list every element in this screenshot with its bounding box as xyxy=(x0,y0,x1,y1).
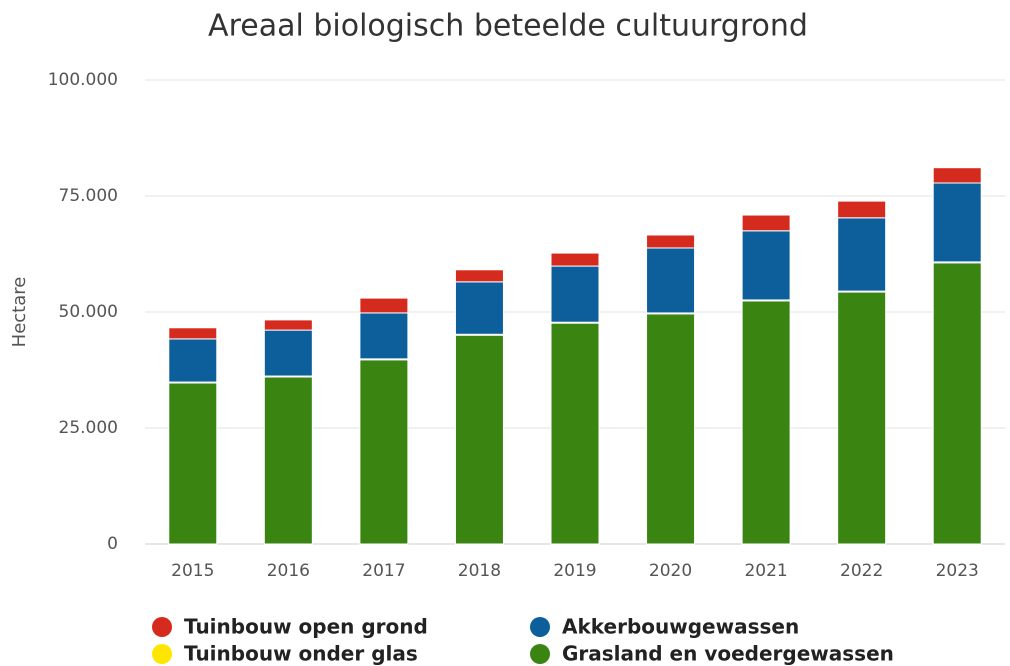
y-tick-label: 0 xyxy=(107,534,118,554)
bar-segment xyxy=(646,234,696,249)
bar-segment xyxy=(359,359,409,545)
bar-segment xyxy=(646,313,696,545)
legend-marker xyxy=(152,617,172,637)
bar-segment xyxy=(168,382,218,545)
bar-segment xyxy=(932,182,982,263)
bar-segment xyxy=(741,230,791,301)
bar-segment xyxy=(263,319,313,331)
bar-segment xyxy=(454,269,504,283)
legend-label: Grasland en voedergewassen xyxy=(562,642,894,666)
bar-segment xyxy=(454,281,504,335)
legend-marker xyxy=(530,644,550,664)
legend-marker xyxy=(530,617,550,637)
bar-segment xyxy=(550,252,600,267)
bar-segment xyxy=(837,291,887,545)
bar-segment xyxy=(837,200,887,219)
bar-segment xyxy=(550,322,600,545)
x-tick-label: 2021 xyxy=(744,561,787,581)
bar-segment xyxy=(932,262,982,545)
y-tick-label: 100.000 xyxy=(48,70,118,90)
x-tick-label: 2015 xyxy=(171,561,214,581)
bar-segment xyxy=(550,265,600,323)
x-tick-label: 2016 xyxy=(267,561,310,581)
bar-segment xyxy=(837,217,887,292)
bar-segment xyxy=(359,312,409,360)
y-tick-label: 50.000 xyxy=(59,302,118,322)
legend-label: Tuinbouw open grond xyxy=(184,615,428,639)
x-tick-label: 2023 xyxy=(936,561,979,581)
bar-segment xyxy=(168,338,218,383)
x-tick-label: 2019 xyxy=(553,561,596,581)
bar-segment xyxy=(646,247,696,314)
legend-label: Akkerbouwgewassen xyxy=(562,615,799,639)
bar-segment xyxy=(741,214,791,232)
bar-segment xyxy=(168,327,218,340)
bar-segment xyxy=(359,297,409,314)
legend-marker xyxy=(152,644,172,664)
bar-segment xyxy=(454,334,504,545)
y-axis-label: Hectare xyxy=(9,277,30,348)
bar-segment xyxy=(263,376,313,545)
chart-title: Areaal biologisch beteelde cultuurgrond xyxy=(208,9,808,44)
legend-label: Tuinbouw onder glas xyxy=(184,642,418,666)
bar-segment xyxy=(932,167,982,184)
y-tick-label: 75.000 xyxy=(59,186,118,206)
bar-segment xyxy=(263,329,313,377)
x-tick-label: 2017 xyxy=(362,561,405,581)
y-tick-label: 25.000 xyxy=(59,418,118,438)
bar-segment xyxy=(741,300,791,545)
x-tick-label: 2018 xyxy=(458,561,501,581)
x-tick-label: 2020 xyxy=(649,561,692,581)
x-tick-label: 2022 xyxy=(840,561,883,581)
